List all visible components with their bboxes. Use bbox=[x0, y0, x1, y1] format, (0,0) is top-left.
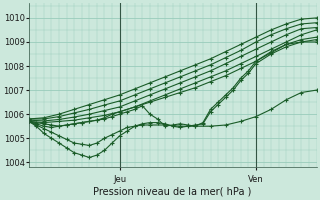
X-axis label: Pression niveau de la mer( hPa ): Pression niveau de la mer( hPa ) bbox=[93, 187, 252, 197]
